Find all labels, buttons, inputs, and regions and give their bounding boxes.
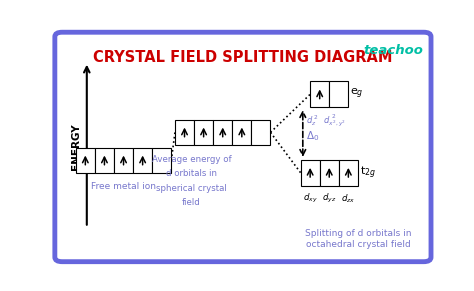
Text: Average energy of: Average energy of [152,155,231,164]
Text: octahedral crystal field: octahedral crystal field [306,240,411,249]
Bar [194,120,213,145]
Bar [251,120,271,145]
Text: Free metal ion: Free metal ion [91,182,156,191]
Text: teachoo: teachoo [364,44,423,57]
Text: $\Delta_0$: $\Delta_0$ [306,129,319,143]
Bar [213,120,232,145]
Text: d orbitals in: d orbitals in [166,169,217,178]
Text: t$_{2g}$: t$_{2g}$ [360,164,376,181]
Bar [319,160,339,186]
Bar [114,148,133,173]
Bar [175,120,194,145]
Text: CRYSTAL FIELD SPLITTING DIAGRAM: CRYSTAL FIELD SPLITTING DIAGRAM [93,50,392,65]
Text: Splitting of d orbitals in: Splitting of d orbitals in [305,229,412,238]
Bar [152,148,171,173]
Bar [310,81,329,107]
FancyBboxPatch shape [55,32,431,262]
Text: spherical crystal: spherical crystal [156,184,227,193]
Bar [76,148,95,173]
Text: $d_{zx}$: $d_{zx}$ [341,192,356,205]
Bar [95,148,114,173]
Text: ENERGY: ENERGY [71,124,81,170]
Text: field: field [182,198,201,207]
Bar [301,160,319,186]
Text: $d_{yz}$: $d_{yz}$ [322,192,337,205]
Bar [133,148,152,173]
Text: $d_{xy}$: $d_{xy}$ [303,192,318,205]
Bar [232,120,251,145]
Text: $d_z^{\ 2}$  $d_{x^2,y^2}^{\ 2}$: $d_z^{\ 2}$ $d_{x^2,y^2}^{\ 2}$ [306,113,346,129]
Text: e$_g$: e$_g$ [350,87,364,102]
Bar [339,160,358,186]
Bar [329,81,348,107]
